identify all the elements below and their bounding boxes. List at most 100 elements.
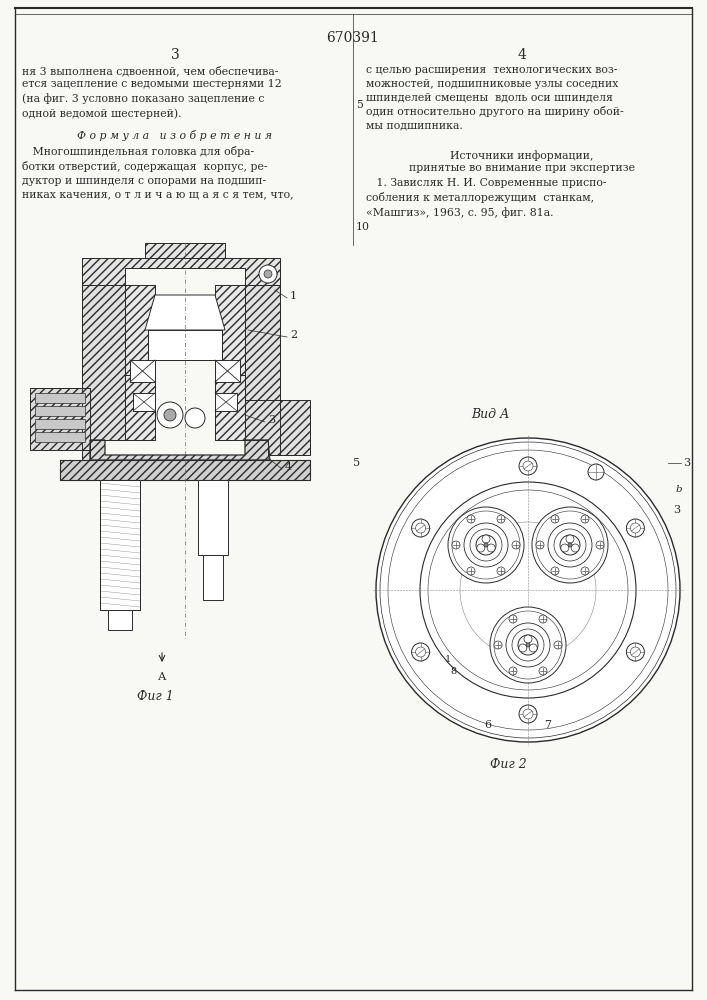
Circle shape: [631, 523, 641, 533]
Circle shape: [452, 541, 460, 549]
Circle shape: [416, 647, 426, 657]
Circle shape: [484, 543, 488, 547]
Circle shape: [476, 535, 496, 555]
Circle shape: [523, 461, 533, 471]
Circle shape: [519, 457, 537, 475]
Polygon shape: [145, 295, 225, 330]
Bar: [60, 460, 310, 480]
Bar: [35, 419, 85, 429]
Bar: [125, 285, 155, 375]
Circle shape: [530, 644, 537, 652]
Circle shape: [548, 523, 592, 567]
Text: 7: 7: [544, 720, 551, 730]
Circle shape: [259, 265, 277, 283]
Polygon shape: [82, 285, 125, 460]
Text: А: А: [158, 672, 166, 682]
Circle shape: [487, 544, 495, 552]
Circle shape: [477, 544, 485, 552]
Bar: [60, 460, 310, 480]
Circle shape: [519, 644, 527, 652]
Text: 3: 3: [268, 415, 275, 425]
Bar: [215, 393, 237, 411]
Bar: [35, 406, 85, 416]
Text: 5: 5: [356, 100, 363, 110]
Bar: [203, 555, 223, 600]
Circle shape: [551, 567, 559, 575]
Text: Вид А: Вид А: [471, 408, 509, 421]
Text: Источники информации,: Источники информации,: [450, 150, 594, 161]
Circle shape: [518, 635, 538, 655]
Circle shape: [411, 519, 430, 537]
Circle shape: [411, 643, 430, 661]
Circle shape: [185, 408, 205, 428]
Circle shape: [568, 543, 572, 547]
Circle shape: [588, 464, 604, 480]
Text: 3: 3: [170, 48, 180, 62]
Circle shape: [494, 641, 502, 649]
Text: 3: 3: [673, 505, 680, 515]
Bar: [215, 360, 240, 382]
Circle shape: [467, 515, 475, 523]
Text: с целью расширения  технологических воз-
можностей, подшипниковые узлы соседних
: с целью расширения технологических воз- …: [366, 65, 624, 131]
Text: принятые во внимание при экспертизе: принятые во внимание при экспертизе: [409, 163, 635, 173]
Polygon shape: [245, 285, 280, 455]
Circle shape: [512, 541, 520, 549]
Bar: [35, 393, 85, 403]
Bar: [145, 243, 225, 258]
Circle shape: [524, 635, 532, 643]
Bar: [130, 360, 155, 382]
Circle shape: [551, 515, 559, 523]
Text: 4: 4: [518, 48, 527, 62]
Circle shape: [596, 541, 604, 549]
Text: Фиг 2: Фиг 2: [490, 758, 527, 771]
Circle shape: [506, 623, 550, 667]
Bar: [108, 610, 132, 630]
Bar: [125, 375, 155, 440]
Text: 1. Зависляк Н. И. Современные приспо-
собления к металлорежущим  станкам,
«Машги: 1. Зависляк Н. И. Современные приспо- со…: [366, 178, 607, 218]
Bar: [148, 330, 222, 360]
Bar: [215, 375, 245, 440]
Circle shape: [631, 647, 641, 657]
Circle shape: [467, 567, 475, 575]
Circle shape: [448, 507, 524, 583]
Text: 1: 1: [445, 656, 451, 664]
Text: 1: 1: [290, 291, 297, 301]
Circle shape: [539, 615, 547, 623]
Text: 5: 5: [353, 458, 360, 468]
Text: b: b: [676, 486, 683, 494]
Text: 3: 3: [683, 458, 690, 468]
Circle shape: [536, 541, 544, 549]
Polygon shape: [245, 400, 310, 455]
Bar: [100, 480, 140, 610]
Circle shape: [519, 705, 537, 723]
Circle shape: [482, 535, 490, 543]
Text: 670391: 670391: [327, 31, 380, 45]
Circle shape: [561, 544, 569, 552]
Circle shape: [581, 567, 589, 575]
Circle shape: [554, 641, 562, 649]
Circle shape: [376, 438, 680, 742]
Bar: [125, 375, 155, 440]
Bar: [215, 375, 245, 440]
Circle shape: [566, 535, 574, 543]
Polygon shape: [82, 258, 280, 285]
Bar: [35, 432, 85, 442]
Circle shape: [560, 535, 580, 555]
Polygon shape: [90, 440, 270, 460]
Circle shape: [523, 709, 533, 719]
Bar: [198, 480, 228, 555]
Text: 8: 8: [450, 668, 456, 676]
Text: 6: 6: [484, 720, 491, 730]
Circle shape: [490, 607, 566, 683]
Text: 4: 4: [285, 462, 292, 472]
Circle shape: [420, 482, 636, 698]
Circle shape: [509, 667, 517, 675]
Circle shape: [497, 515, 505, 523]
Circle shape: [164, 409, 176, 421]
Bar: [145, 243, 225, 258]
Circle shape: [626, 519, 644, 537]
Circle shape: [416, 523, 426, 533]
Text: 10: 10: [356, 222, 370, 232]
Circle shape: [509, 615, 517, 623]
Bar: [215, 285, 245, 375]
